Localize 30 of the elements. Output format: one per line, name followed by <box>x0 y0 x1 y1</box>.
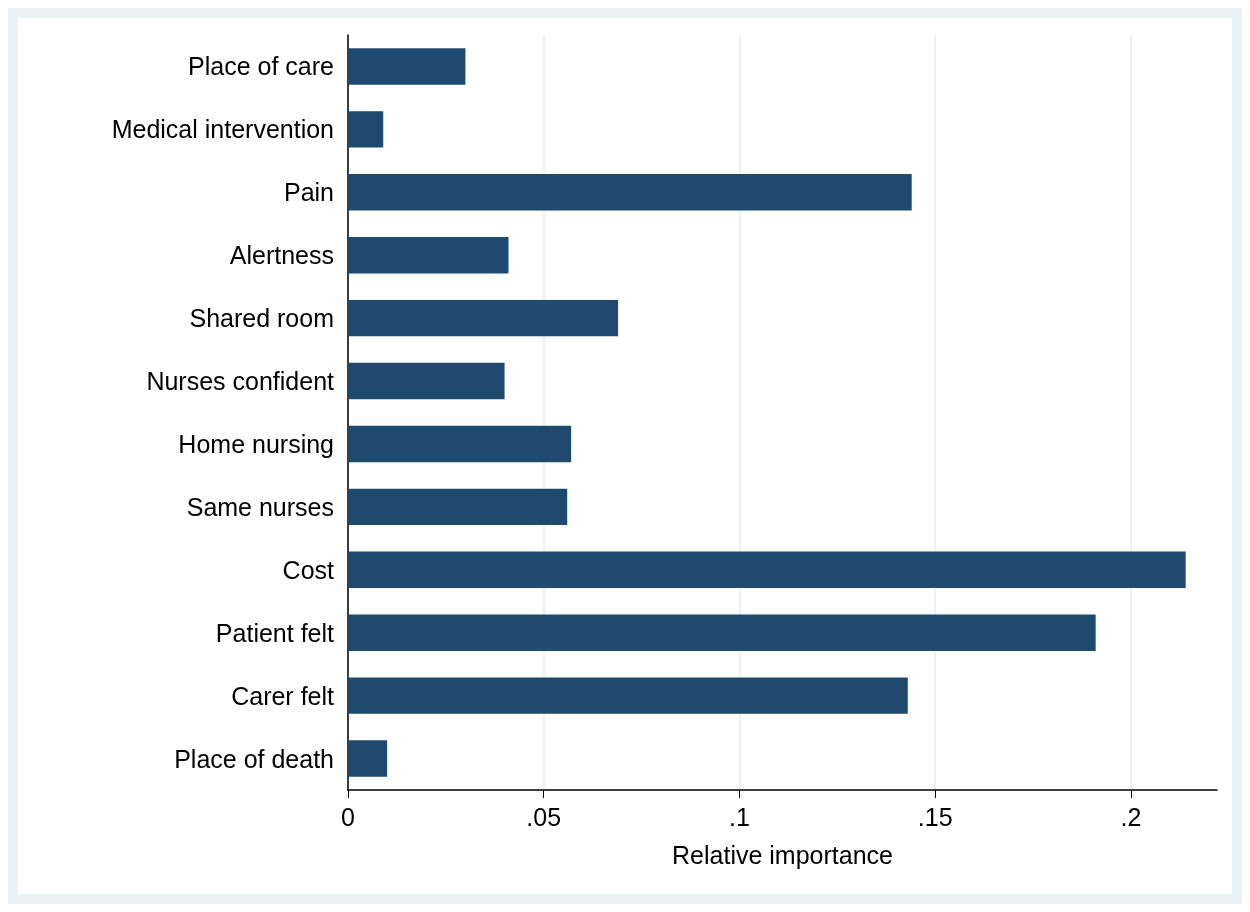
y-tick-label: Carer felt <box>231 681 335 710</box>
bar <box>348 551 1186 589</box>
y-tick-label: Place of care <box>188 52 334 81</box>
bar <box>348 488 568 526</box>
y-tick-label: Home nursing <box>178 429 334 458</box>
bar <box>348 236 509 274</box>
y-tick-label: Cost <box>282 555 335 584</box>
bar <box>348 677 908 714</box>
y-tick-label: Shared room <box>189 304 334 333</box>
y-tick-label: Same nurses <box>186 492 334 521</box>
bar <box>348 174 912 211</box>
y-tick-label: Pain <box>283 178 334 207</box>
x-tick-label: .2 <box>1120 802 1142 831</box>
bar <box>348 425 572 463</box>
bar <box>348 362 505 400</box>
bar <box>348 111 384 148</box>
bar <box>348 299 619 337</box>
x-tick-label: .05 <box>526 802 562 831</box>
x-tick-label: .15 <box>917 802 953 831</box>
y-tick-label: Patient felt <box>215 618 335 647</box>
y-tick-label: Medical intervention <box>111 115 334 144</box>
y-tick-label: Place of death <box>174 744 334 773</box>
x-tick-label: .1 <box>729 802 750 831</box>
bar <box>348 740 388 777</box>
x-axis-title: Relative importance <box>672 840 893 869</box>
x-tick-label: 0 <box>341 802 355 831</box>
bar <box>348 614 1096 651</box>
y-tick-label: Nurses confident <box>146 367 335 396</box>
bar <box>348 48 466 85</box>
y-tick-label: Alertness <box>229 241 334 270</box>
